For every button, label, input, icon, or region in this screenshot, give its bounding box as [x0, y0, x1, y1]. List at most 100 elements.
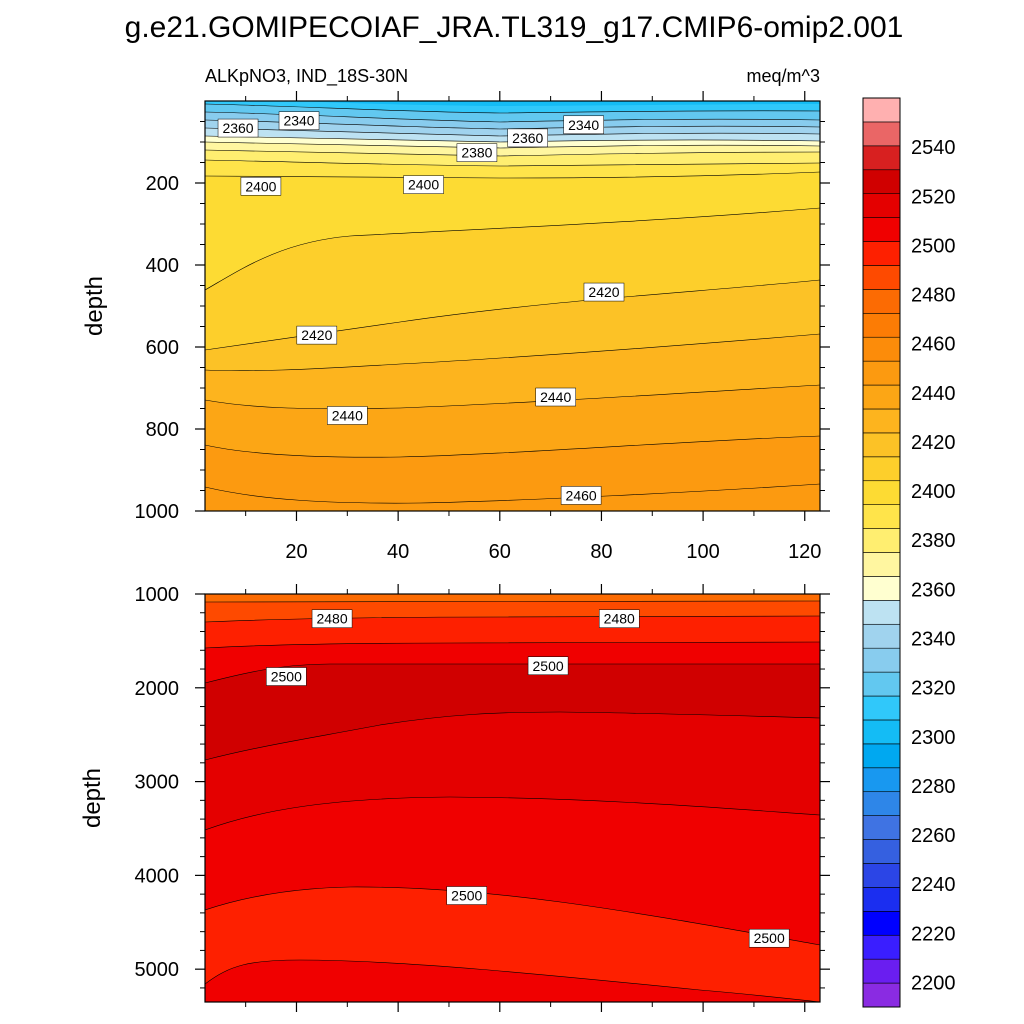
- contour-label: 2500: [266, 667, 307, 686]
- colorbar-swatch: [862, 528, 901, 553]
- colorbar-tick-label: 2280: [911, 776, 956, 798]
- upper-labels: 20 40 60 80 100 120 200 400 600 800 1000: [135, 173, 822, 563]
- upper-ticks: [195, 91, 830, 521]
- lower-panel: 1000 2000 3000 4000 5000 2480 2480 2500 2500 250…: [79, 584, 830, 1012]
- contour-label: 2440: [327, 406, 368, 425]
- lower-panel-fill: [205, 594, 820, 1002]
- lower-panel-border: [204, 593, 821, 1003]
- colorbar-swatch: [862, 863, 901, 888]
- colorbar-swatch: [862, 504, 901, 529]
- lower-ticks: [195, 584, 830, 1012]
- y-tick-label: 5000: [135, 959, 180, 981]
- y-tick-label: 400: [146, 255, 179, 277]
- contour-label: 2400: [403, 175, 444, 194]
- contour-label: 2340: [278, 111, 320, 130]
- x-tick-label: 60: [489, 541, 511, 563]
- x-tick-label: 100: [686, 541, 719, 563]
- svg-text:2480: 2480: [604, 611, 635, 627]
- colorbar-swatch: [862, 791, 901, 816]
- colorbar-swatch: [862, 169, 901, 194]
- svg-text:2340: 2340: [568, 117, 599, 133]
- contour-label: 2480: [311, 609, 353, 628]
- svg-text:2440: 2440: [540, 389, 571, 405]
- lower-contour-labels: 2480 2480 2500 2500 2500 2500: [266, 609, 790, 948]
- colorbar-swatch: [862, 265, 901, 290]
- contour-label: 2400: [240, 177, 282, 196]
- contour-label: 2480: [598, 609, 640, 628]
- y-tick-label: 800: [146, 419, 179, 441]
- svg-text:2460: 2460: [566, 487, 597, 503]
- x-tick-label: 20: [285, 541, 307, 563]
- upper-ylabel: depth: [81, 276, 108, 336]
- contour-label: 2420: [583, 282, 625, 302]
- colorbar-swatch: [862, 719, 901, 745]
- y-tick-label: 1000: [135, 584, 180, 606]
- colorbar-tick-label: 2460: [911, 334, 956, 356]
- band-2310: [300, 101, 820, 106]
- colorbar-swatch: [862, 552, 901, 577]
- colorbar-swatch: [862, 695, 901, 721]
- colorbar-tick-label: 2420: [911, 432, 956, 454]
- colorbar-tick-label: 2300: [911, 727, 956, 749]
- svg-text:2500: 2500: [271, 669, 302, 685]
- colorbar-swatch: [862, 911, 901, 936]
- y-tick-label: 3000: [135, 772, 180, 794]
- colorbar-swatch: [862, 480, 901, 505]
- colorbar-tick-label: 2520: [911, 186, 956, 208]
- upper-panel-fill: [205, 101, 820, 511]
- colorbar-swatch: [862, 623, 901, 649]
- svg-text:2500: 2500: [533, 658, 564, 674]
- y-tick-label: 4000: [135, 865, 180, 887]
- contour-label: 2440: [535, 387, 576, 407]
- colorbar-tick-label: 2480: [911, 285, 956, 307]
- contour-label: 2460: [560, 486, 602, 505]
- band-2480: [205, 594, 820, 602]
- upper-contour-labels: 2340 2360 2340 2360 2380 2400 2400 2420 2420 2440…: [217, 111, 625, 505]
- colorbar-swatch: [862, 958, 901, 984]
- colorbar-tick-label: 2260: [911, 825, 956, 847]
- svg-text:2340: 2340: [283, 113, 314, 129]
- x-tick-label: 120: [788, 541, 821, 563]
- svg-text:2420: 2420: [588, 284, 619, 300]
- colorbar-swatch: [862, 432, 901, 458]
- x-tick-label: 40: [387, 541, 409, 563]
- contour-label: 2420: [296, 325, 338, 345]
- colorbar-tick-label: 2400: [911, 481, 956, 503]
- lower-ylabel: depth: [79, 768, 106, 828]
- colorbar-swatch: [862, 289, 901, 314]
- colorbar-tick-label: 2360: [911, 579, 956, 601]
- colorbar-tick-label: 2340: [911, 628, 956, 650]
- svg-text:2500: 2500: [754, 930, 785, 946]
- colorbar-swatch: [862, 743, 901, 769]
- lower-contour-lines: [205, 600, 820, 1002]
- colorbar-swatch: [862, 384, 901, 410]
- colorbar-tick-label: 2240: [911, 874, 956, 896]
- units-label: meq/m^3: [747, 66, 820, 86]
- colorbar-swatch: [862, 839, 901, 864]
- x-tick-label: 80: [590, 541, 612, 563]
- colorbar-swatch: [862, 360, 901, 386]
- svg-text:2400: 2400: [408, 177, 439, 193]
- contour-label: 2500: [527, 656, 569, 676]
- svg-text:2400: 2400: [245, 178, 276, 194]
- y-tick-label: 600: [146, 337, 179, 359]
- contour-label: 2500: [748, 928, 790, 948]
- colorbar-tick-label: 2440: [911, 383, 956, 405]
- svg-text:2420: 2420: [301, 327, 332, 343]
- colorbar: 2200 2220 2240 2260 2280 2300 2320 2340 2360 2380…: [862, 97, 956, 1008]
- colorbar-swatch: [862, 241, 901, 266]
- svg-text:2360: 2360: [512, 130, 543, 146]
- colorbar-tick-label: 2200: [911, 972, 956, 994]
- colorbar-swatch: [862, 145, 901, 171]
- contour-label: 2380: [456, 143, 498, 162]
- y-tick-label: 2000: [135, 678, 180, 700]
- svg-text:2360: 2360: [222, 120, 253, 136]
- colorbar-swatch: [862, 647, 901, 673]
- colorbar-tick-label: 2220: [911, 923, 956, 945]
- colorbar-swatch: [862, 671, 901, 697]
- colorbar-swatch: [862, 815, 901, 840]
- colorbar-swatch: [862, 600, 901, 625]
- contour-label: 2340: [563, 115, 604, 135]
